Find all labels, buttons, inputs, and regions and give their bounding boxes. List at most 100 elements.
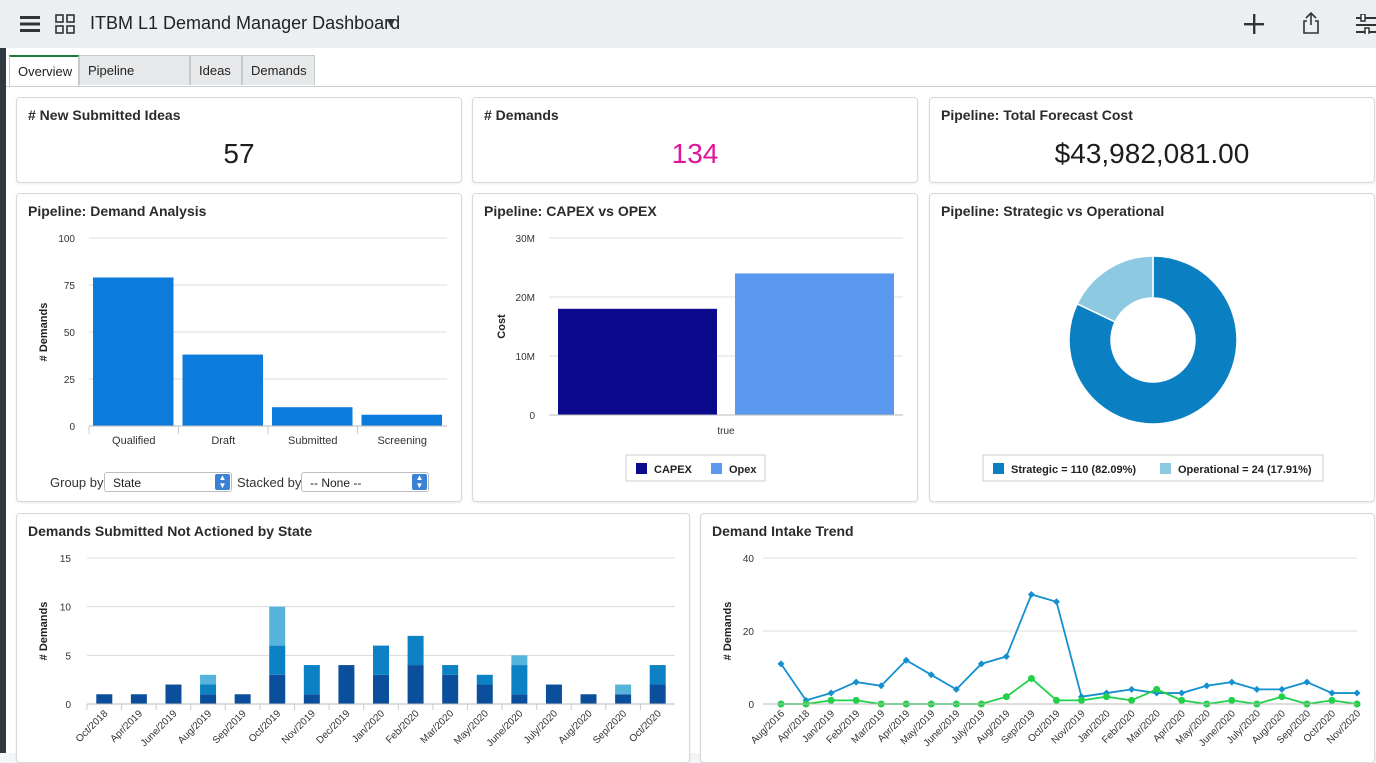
stacked-bar-segment <box>130 694 147 704</box>
data-point <box>827 689 835 697</box>
y-tick-label: 75 <box>64 281 76 292</box>
data-point <box>827 696 835 704</box>
x-tick-label: Qualified <box>112 435 155 447</box>
y-tick-label: 100 <box>58 234 75 245</box>
x-tick-label: July/2020 <box>522 708 560 746</box>
y-tick-label: 20 <box>743 627 755 638</box>
grid-apps-icon[interactable] <box>55 14 75 34</box>
kpi-card-demands[interactable]: # Demands 134 <box>472 97 918 183</box>
data-point <box>1353 689 1361 697</box>
chart-card-demand-analysis: Pipeline: Demand Analysis 0 25 50 75 100 # De… <box>16 193 462 502</box>
bar-capex <box>558 308 717 415</box>
y-tick-label: 40 <box>743 554 755 565</box>
data-point <box>1178 696 1186 704</box>
x-tick-label: Feb/2020 <box>384 708 422 746</box>
stacked-bar-segment <box>476 674 493 685</box>
bar <box>182 354 263 426</box>
dashboard-dropdown-icon[interactable]: ▼ <box>384 14 398 30</box>
y-tick-label: 0 <box>748 700 754 711</box>
dashboard-title[interactable]: ITBM L1 Demand Manager Dashboard <box>90 13 401 33</box>
legend-label: Strategic = 110 (82.09%) <box>1011 464 1136 476</box>
kpi-card-forecast-cost[interactable]: Pipeline: Total Forecast Cost $43,982,08… <box>929 97 1375 183</box>
demand-analysis-chart: 0 25 50 75 100 # Demands Qualified Draft Submitt… <box>38 234 447 447</box>
tab-pipeline-analysis[interactable]: Pipeline Analysis <box>79 55 190 108</box>
chart-card-strategic-operational: Pipeline: Strategic vs Operational Strat… <box>929 193 1375 502</box>
y-tick-label: 0 <box>65 700 71 711</box>
data-point <box>1052 598 1060 606</box>
x-tick-label: Aug/2020 <box>557 708 595 746</box>
data-point <box>1228 696 1236 704</box>
chart-card-capex-opex: Pipeline: CAPEX vs OPEX 0 10M 20M 30M Cost tr… <box>472 193 918 502</box>
capex-opex-chart: 0 10M 20M 30M Cost true CAPEX Opex <box>496 234 903 482</box>
y-tick-label: 30M <box>516 234 535 245</box>
chart-title: Pipeline: Demand Analysis <box>28 203 207 219</box>
tab-bar: Overview Pipeline Analysis Ideas Demands <box>6 48 1376 108</box>
data-point <box>1328 696 1336 704</box>
stacked-by-select[interactable]: -- None -- ▲ ▼ <box>301 472 429 492</box>
y-tick-label: 5 <box>65 651 71 662</box>
stacked-bar-segment <box>442 674 459 704</box>
series-line <box>781 677 1358 705</box>
data-point <box>877 682 885 690</box>
strategic-operational-chart: Strategic = 110 (82.09%) Operational = 24… <box>982 255 1324 482</box>
kpi-value: 57 <box>223 138 255 169</box>
kpi-value: $43,982,081.00 <box>1054 138 1250 169</box>
x-tick-label: Jan/2020 <box>350 708 387 745</box>
data-point <box>1228 678 1236 686</box>
y-axis-label: # Demands <box>38 602 50 661</box>
x-tick-label: Draft <box>211 435 235 447</box>
kpi-title: # Demands <box>484 107 559 123</box>
hamburger-menu-icon[interactable] <box>20 15 40 33</box>
chart-title: Demand Intake Trend <box>712 523 854 539</box>
y-axis-label: # Demands <box>38 303 50 362</box>
bar-opex <box>735 273 894 415</box>
stacked-by-value: -- None -- <box>310 476 362 490</box>
stacked-bar-segment <box>373 674 389 704</box>
data-point <box>902 656 910 664</box>
x-tick-label: Oct/2020 <box>627 708 664 745</box>
kpi-card-new-ideas[interactable]: # New Submitted Ideas 57 <box>16 97 462 183</box>
x-tick-label: Dec/2019 <box>314 708 352 746</box>
group-by-select[interactable]: State ▲ ▼ <box>104 472 232 492</box>
data-point <box>1078 693 1086 701</box>
legend-label: Opex <box>729 464 757 476</box>
stacked-bar-segment <box>511 665 528 695</box>
data-point <box>952 685 960 693</box>
data-point <box>1027 674 1035 682</box>
y-tick-label: 0 <box>69 422 75 433</box>
share-icon[interactable] <box>1302 12 1320 34</box>
y-tick-label: 15 <box>60 554 72 565</box>
filter-settings-icon[interactable] <box>1356 14 1376 34</box>
x-tick-label: June/2020 <box>485 708 526 749</box>
x-tick-label: Nov/2019 <box>280 708 318 746</box>
chart-title: Pipeline: Strategic vs Operational <box>941 203 1165 219</box>
stacked-bar-segment <box>269 674 286 704</box>
bar <box>272 407 353 426</box>
y-tick-label: 50 <box>64 328 76 339</box>
data-point <box>1278 693 1286 701</box>
top-bar: ITBM L1 Demand Manager Dashboard ▼ <box>0 0 1376 49</box>
tab-overview[interactable]: Overview <box>9 55 79 86</box>
y-tick-label: 0 <box>529 411 535 422</box>
data-point <box>1002 693 1010 701</box>
stacked-bar-segment <box>303 665 320 695</box>
stacked-bar-segment <box>96 694 113 704</box>
x-tick-label: Mar/2020 <box>419 708 457 746</box>
data-point <box>1253 685 1261 693</box>
stacked-bar-segment <box>476 684 493 704</box>
legend-swatch <box>711 463 722 474</box>
stacked-bar-segment <box>269 606 286 646</box>
tab-demands[interactable]: Demands <box>242 55 315 85</box>
stacked-bar-segment <box>338 665 355 704</box>
group-by-value: State <box>113 476 142 490</box>
x-tick-label: Oct/2019 <box>247 708 284 745</box>
tab-ideas[interactable]: Ideas <box>190 55 242 85</box>
stacked-by-label: Stacked by <box>237 475 302 490</box>
data-point <box>1002 653 1010 661</box>
legend-swatch <box>636 463 647 474</box>
stacked-bar-segment <box>200 684 217 695</box>
data-point <box>1078 696 1086 704</box>
add-icon[interactable] <box>1244 14 1264 34</box>
data-point <box>1128 685 1136 693</box>
